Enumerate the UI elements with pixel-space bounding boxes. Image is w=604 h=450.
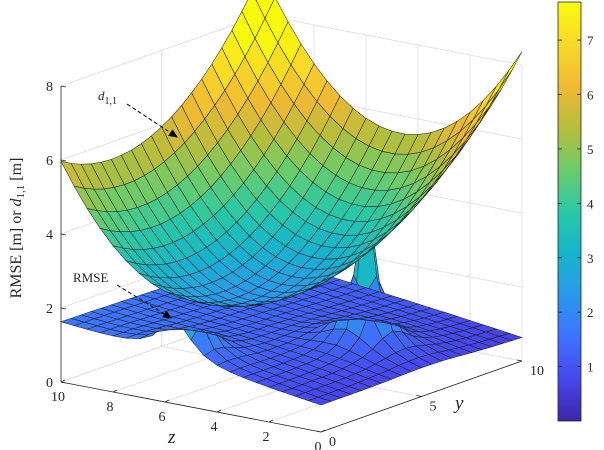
colorbar-gradient [557, 1, 582, 422]
z-tick-label: 4 [211, 420, 218, 435]
z-tick-label: 0 [315, 440, 322, 450]
z-tick-label: 8 [107, 400, 114, 415]
annotation-d11-arrow [126, 103, 178, 138]
annotation-rmse-label: RMSE [73, 270, 108, 285]
height-tick-mark [60, 85, 67, 88]
colorbar-tick-label: 7 [587, 33, 594, 48]
colorbar-tick-label: 6 [587, 88, 594, 103]
surface-cell-d11 [60, 160, 85, 189]
height-tick-label: 6 [46, 154, 53, 169]
z-tick-mark [164, 399, 170, 403]
surface-layer [60, 0, 523, 406]
z-tick-mark [268, 419, 274, 423]
surface-cell-rmse [60, 318, 86, 326]
colorbar-tick-label: 3 [587, 251, 594, 266]
colorbar-tick-label: 2 [587, 305, 594, 320]
y-tick-mark [516, 359, 523, 362]
colorbar-tick-label: 5 [587, 142, 594, 157]
annotation-rmse: RMSE [73, 270, 172, 319]
z-axis-line [60, 381, 322, 433]
height-tick-mark [60, 381, 67, 384]
height-tick-label: 2 [46, 302, 53, 317]
annotation-d11: d1,1 [98, 88, 178, 138]
colorbar: 1 2 3 4 5 6 7 [557, 1, 594, 422]
axes-group: 0 2 4 6 8 0 5 10 10 8 6 4 2 0 [46, 80, 544, 450]
z-tick-mark [60, 379, 66, 383]
z-axis-floor-title: z [167, 427, 176, 448]
y-tick-label: 0 [329, 435, 336, 450]
z-tick-mark [216, 409, 222, 413]
z-tick-mark [112, 389, 118, 393]
z-axis-title: RMSE [m] or d1,1 [m] [8, 158, 27, 299]
y-tick-label: 10 [530, 364, 544, 379]
annotation-d11-label: d1,1 [98, 88, 117, 107]
height-tick-mark [60, 233, 67, 236]
height-tick-label: 4 [46, 228, 53, 243]
y-tick-mark [416, 395, 422, 397]
annotation-rmse-arrow [116, 284, 172, 319]
z-tick-label: 2 [263, 430, 270, 445]
y-axis-title: y [453, 393, 464, 414]
colorbar-ticks: 1 2 3 4 5 6 7 [558, 33, 594, 375]
height-tick-label: 8 [46, 80, 53, 95]
colorbar-tick-label: 4 [587, 196, 594, 211]
height-tick-mark [60, 159, 67, 162]
height-tick-label: 0 [46, 376, 53, 391]
colorbar-tick-label: 1 [587, 360, 594, 375]
y-tick-label: 5 [430, 400, 437, 415]
y-tick-mark [315, 430, 322, 433]
z-tick-mark [320, 429, 326, 433]
height-tick-mark [60, 307, 67, 310]
z-tick-label: 6 [159, 410, 166, 425]
z-tick-label: 10 [51, 390, 65, 405]
